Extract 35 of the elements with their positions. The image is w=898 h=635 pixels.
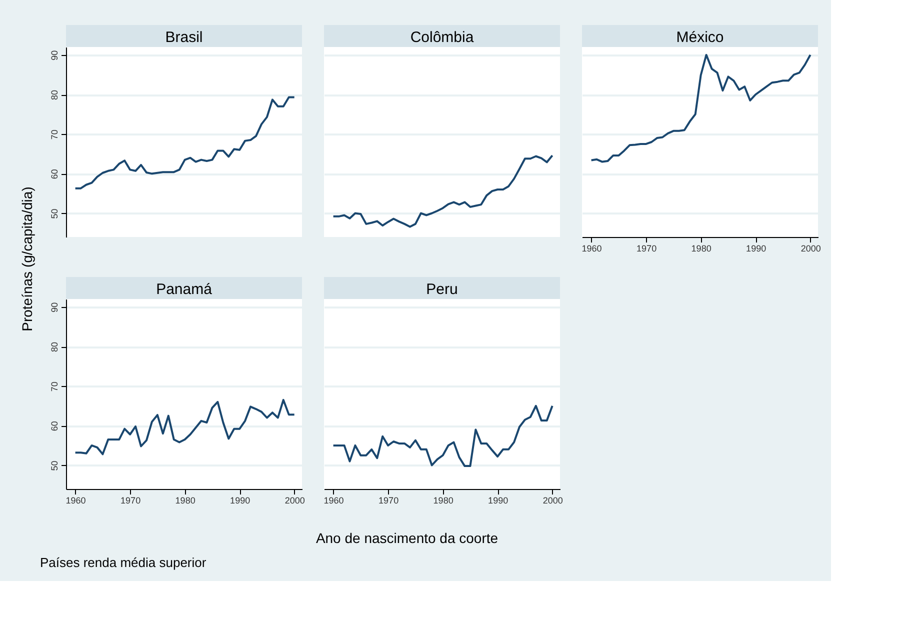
chart-title: Peru	[426, 281, 458, 298]
x-tick-label: 1980	[175, 496, 196, 506]
y-tick-label: 50	[50, 208, 60, 219]
y-tick-label: 60	[50, 169, 60, 180]
y-axis-title: Proteínas (g/capita/dia)	[19, 186, 35, 332]
x-tick-label: 1990	[746, 244, 766, 254]
x-tick-label: 2000	[542, 496, 563, 506]
y-tick-label: 80	[50, 90, 60, 100]
x-tick-label: 2000	[800, 244, 821, 254]
chart-title: México	[676, 29, 724, 46]
y-tick-label: 90	[50, 50, 60, 60]
x-tick-label: 1980	[433, 496, 454, 506]
chart-title: Panamá	[156, 281, 213, 298]
y-tick-label: 70	[50, 130, 60, 140]
y-tick-label: 90	[50, 302, 60, 312]
line-series	[74, 96, 296, 190]
x-tick-label: 1970	[378, 496, 399, 506]
x-tick-label: 1960	[66, 496, 86, 506]
x-tick-label: 1970	[636, 244, 657, 254]
x-axis-title: Ano de nascimento da coorte	[316, 530, 498, 546]
y-tick-label: 50	[50, 460, 60, 471]
y-tick-label: 60	[50, 421, 60, 432]
x-tick-label: 1960	[582, 244, 602, 254]
x-tick-label: 1990	[230, 496, 250, 506]
x-tick-label: 1960	[324, 496, 344, 506]
line-series	[74, 398, 296, 456]
y-tick-label: 80	[50, 342, 60, 352]
text: Países renda média superior	[40, 555, 207, 570]
x-tick-label: 1990	[488, 496, 508, 506]
y-tick-label: 70	[50, 382, 60, 392]
chart-title: Colômbia	[410, 29, 474, 46]
x-tick-label: 2000	[284, 496, 305, 506]
x-tick-label: 1970	[120, 496, 141, 506]
chart-title: Brasil	[165, 29, 203, 46]
x-tick-label: 1980	[691, 244, 712, 254]
